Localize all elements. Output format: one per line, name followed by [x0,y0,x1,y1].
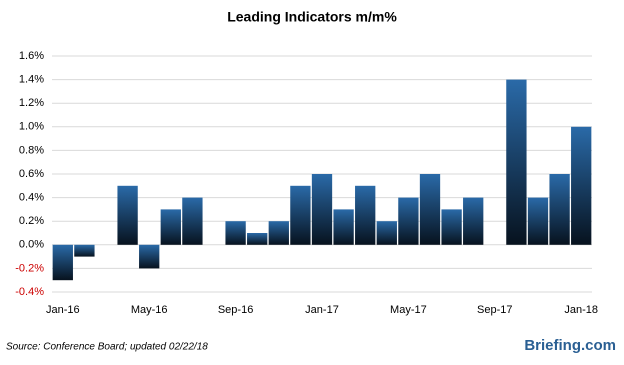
bar [527,197,549,245]
bar [182,197,203,245]
x-tick-label: May-16 [131,304,168,316]
bar [376,221,397,245]
y-tick-label: -0.2% [15,262,44,274]
y-tick-label: 0.4% [19,192,44,204]
y-tick-label: 1.0% [19,121,44,133]
bar [247,233,268,245]
bar [268,221,289,245]
bar [225,221,246,245]
x-tick-label: Jan-18 [564,304,598,316]
x-tick-label: May-17 [390,304,427,316]
y-tick-label: 0.6% [19,168,44,180]
y-tick-label: 1.6% [19,50,44,62]
bar [160,209,181,245]
bar [311,174,333,245]
y-tick-label: 1.4% [19,74,44,86]
bar [398,197,419,245]
source: Source: Conference Board; updated 02/22/… [6,342,208,353]
bar [549,174,570,245]
bar [463,197,484,245]
x-tick-label: Jan-17 [305,304,339,316]
bar [139,244,160,269]
x-tick-label: Jan-16 [46,304,80,316]
bar [506,79,527,245]
y-tick-label: -0.4% [15,286,44,298]
bar [52,244,73,281]
bar [290,185,311,245]
bar [355,185,376,245]
bar [74,244,95,257]
y-tick-label: 0.0% [19,239,44,251]
y-tick-label: 0.8% [19,144,44,156]
bar [571,126,592,245]
y-tick-label: 0.2% [19,215,44,227]
x-tick-label: Sep-17 [477,304,512,316]
chart-title: Leading Indicators m/m% [227,9,397,25]
bar [117,185,138,245]
y-tick-label: 1.2% [19,97,44,109]
brand: Briefing.com [524,337,616,354]
bar [441,209,462,245]
bar [333,209,354,245]
bar [419,174,441,245]
x-tick-label: Sep-16 [218,304,253,316]
